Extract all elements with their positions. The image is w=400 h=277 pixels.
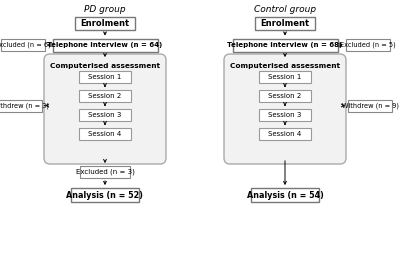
FancyBboxPatch shape [71,188,139,202]
FancyBboxPatch shape [346,39,390,51]
Text: Excluded (n = 6): Excluded (n = 6) [0,42,50,48]
Text: Session 2: Session 2 [88,93,122,99]
Text: Session 1: Session 1 [268,74,302,80]
Text: Analysis (n = 52): Analysis (n = 52) [66,191,144,199]
FancyBboxPatch shape [75,17,135,29]
FancyBboxPatch shape [79,128,131,140]
Text: Enrolment: Enrolment [80,19,130,27]
Text: Analysis (n = 54): Analysis (n = 54) [246,191,324,199]
Text: PD group: PD group [84,4,126,14]
Text: Excluded (n = 5): Excluded (n = 5) [340,42,395,48]
FancyBboxPatch shape [52,39,158,52]
FancyBboxPatch shape [232,39,338,52]
FancyBboxPatch shape [79,109,131,121]
FancyBboxPatch shape [79,71,131,83]
FancyBboxPatch shape [0,39,44,51]
FancyBboxPatch shape [224,54,346,164]
FancyBboxPatch shape [79,90,131,102]
Text: Telephone interview (n = 64): Telephone interview (n = 64) [47,42,163,48]
FancyBboxPatch shape [80,166,130,178]
Text: Session 4: Session 4 [88,131,122,137]
FancyBboxPatch shape [348,99,392,112]
FancyBboxPatch shape [255,17,315,29]
Text: Session 3: Session 3 [268,112,302,118]
FancyBboxPatch shape [259,128,311,140]
Text: Session 2: Session 2 [268,93,302,99]
FancyBboxPatch shape [0,99,42,112]
Text: Telephone interview (n = 68): Telephone interview (n = 68) [228,42,342,48]
Text: Computerised assessment: Computerised assessment [50,63,160,69]
Text: Session 1: Session 1 [88,74,122,80]
Text: Session 3: Session 3 [88,112,122,118]
Text: Withdrew (n = 3): Withdrew (n = 3) [0,102,48,109]
FancyBboxPatch shape [259,71,311,83]
Text: Computerised assessment: Computerised assessment [230,63,340,69]
FancyBboxPatch shape [251,188,319,202]
FancyBboxPatch shape [44,54,166,164]
FancyBboxPatch shape [259,90,311,102]
Text: Control group: Control group [254,4,316,14]
Text: Enrolment: Enrolment [260,19,310,27]
Text: Excluded (n = 3): Excluded (n = 3) [76,169,134,175]
FancyBboxPatch shape [259,109,311,121]
Text: Session 4: Session 4 [268,131,302,137]
Text: Withdrew (n = 9): Withdrew (n = 9) [342,102,398,109]
